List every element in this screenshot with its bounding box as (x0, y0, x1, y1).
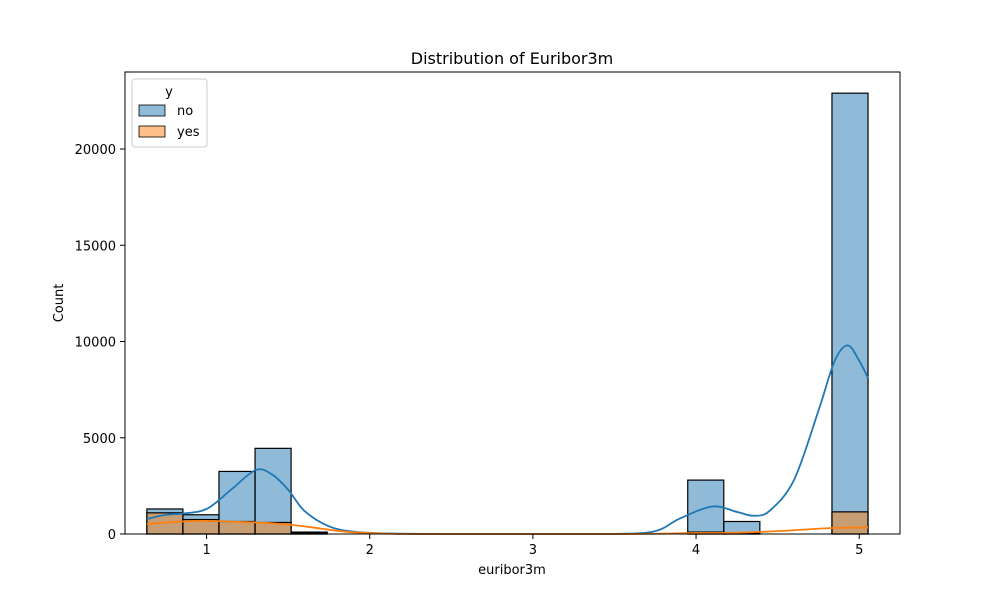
series-yes-bars (146, 511, 869, 535)
bar-no (831, 92, 869, 535)
y-tick-label: 5000 (83, 432, 116, 447)
x-tick-label: 4 (692, 543, 700, 558)
x-tick-label: 3 (529, 543, 537, 558)
x-tick-label: 5 (855, 543, 863, 558)
series-no-bars (146, 92, 869, 535)
plot-frame (124, 71, 901, 535)
x-axis-label: euribor3m (478, 563, 546, 578)
y-tick-label: 15000 (75, 239, 116, 254)
y-tick-label: 0 (108, 528, 116, 543)
legend: y no yes (131, 78, 208, 148)
x-tick-label: 1 (202, 543, 210, 558)
y-axis-label: Count (52, 284, 67, 323)
y-axis: 0 5000 10000 15000 20000 (75, 143, 125, 543)
legend-label-no: no (177, 104, 193, 119)
y-tick-label: 20000 (75, 143, 116, 158)
x-axis: 1 2 3 4 5 (202, 534, 863, 558)
bar-yes (218, 520, 256, 535)
legend-title: y (165, 85, 173, 100)
legend-swatch-yes (138, 125, 166, 138)
legend-label-yes: yes (177, 125, 200, 140)
chart-title: Distribution of Euribor3m (411, 49, 614, 68)
bar-no (254, 447, 292, 535)
bar-yes (831, 511, 869, 535)
legend-swatch-no (138, 104, 166, 117)
x-tick-label: 2 (366, 543, 374, 558)
y-tick-label: 10000 (75, 336, 116, 351)
